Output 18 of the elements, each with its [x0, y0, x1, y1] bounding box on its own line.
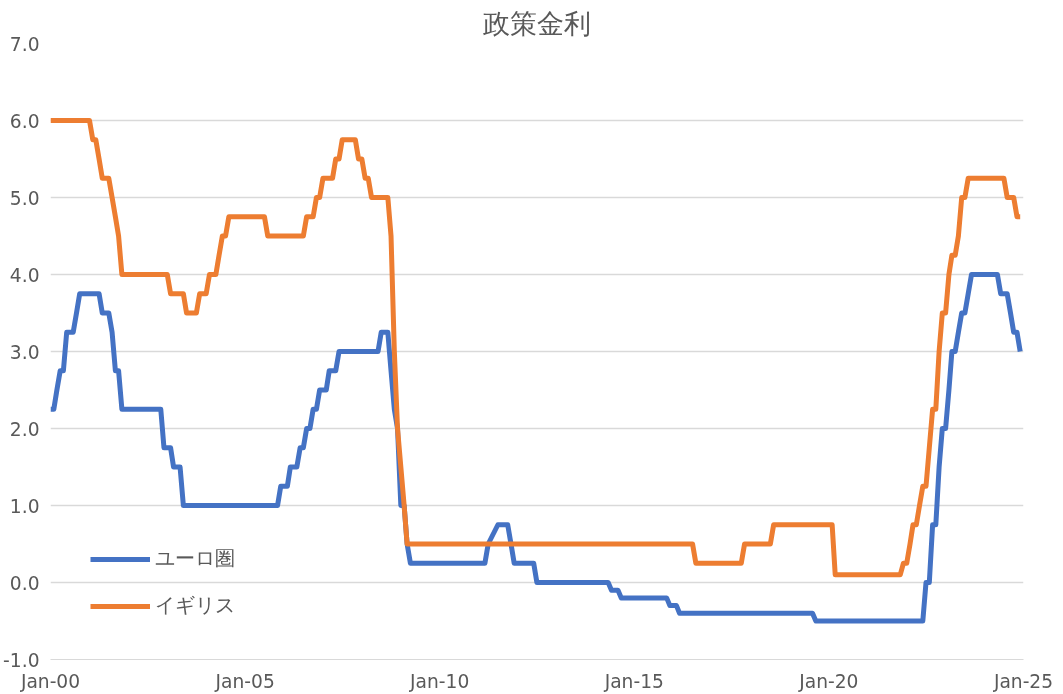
y-tick-label: 3.0	[9, 341, 40, 363]
x-tick-label: Jan-15	[603, 670, 664, 692]
y-tick-label: 5.0	[9, 187, 40, 209]
y-tick-label: 0.0	[9, 572, 40, 594]
legend-label: イギリス	[155, 592, 235, 619]
y-tick-label: 7.0	[9, 33, 40, 55]
y-tick-label: -1.0	[3, 649, 40, 671]
legend-label: ユーロ圏	[155, 545, 235, 572]
y-tick-label: 2.0	[9, 418, 40, 440]
y-tick-label: 4.0	[9, 264, 40, 286]
x-tick-label: Jan-25	[992, 670, 1054, 692]
y-tick-label: 1.0	[9, 495, 40, 517]
y-tick-label: 6.0	[9, 110, 40, 132]
chart-title: 政策金利	[483, 7, 591, 39]
x-tick-label: Jan-20	[798, 670, 859, 692]
x-tick-label: Jan-10	[409, 670, 470, 692]
x-tick-label: Jan-05	[214, 670, 275, 692]
x-tick-label: Jan-00	[19, 670, 81, 692]
